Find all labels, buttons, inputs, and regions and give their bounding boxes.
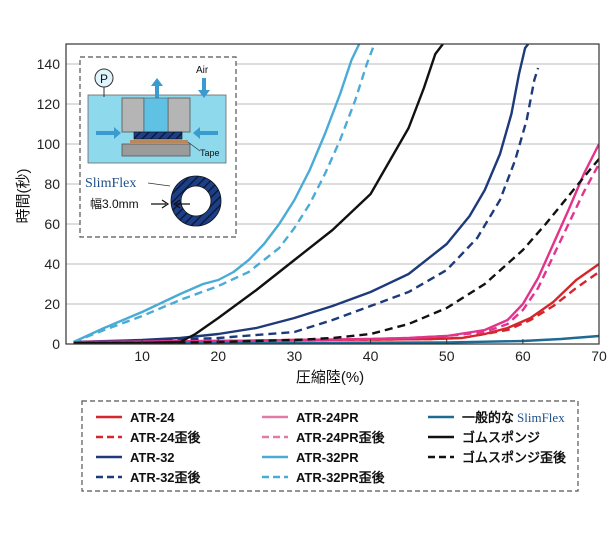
slimflex-logo: SlimFlex xyxy=(85,176,136,191)
series-line-7 xyxy=(73,44,376,344)
vent-arrow-icon xyxy=(151,78,163,100)
tape-strip xyxy=(130,140,188,143)
plot-frame xyxy=(65,43,600,345)
legend-frame xyxy=(81,400,579,492)
legend-label-6: ATR-32 xyxy=(130,450,175,465)
left-block xyxy=(121,97,145,133)
right-block xyxy=(167,97,191,133)
x-tick-label-10: 10 xyxy=(134,348,150,364)
air-label: Air xyxy=(196,65,209,76)
series-line-10 xyxy=(73,157,599,344)
legend-label-3: ATR-24歪後 xyxy=(130,430,202,445)
legend-label-10: ATR-32PR歪後 xyxy=(296,470,386,485)
legend-label-8: ゴムスポンジ歪後 xyxy=(462,450,567,465)
gasket-ring-hole xyxy=(180,185,212,217)
x-axis-title: 圧縮陸(%) xyxy=(296,369,364,386)
tape-label: Tape xyxy=(200,148,220,158)
y-tick-label-140: 140 xyxy=(37,56,61,72)
legend-label-7: ATR-32PR xyxy=(296,450,359,465)
y-tick-label-100: 100 xyxy=(37,136,61,152)
right-flow-arrow-icon xyxy=(193,127,218,139)
x-tick-label-60: 60 xyxy=(515,348,531,364)
series-line-2 xyxy=(73,44,530,344)
series-layer xyxy=(73,44,599,344)
axis-ticks: 0 20 40 60 80 100 120 140 10 20 30 40 50 60 70 xyxy=(37,56,607,364)
base-plate xyxy=(121,143,191,157)
inset-diagram: P Air Tape SlimFlex 幅3.0mm xyxy=(79,56,237,238)
x-tick-label-30: 30 xyxy=(287,348,303,364)
center-channel xyxy=(143,97,169,133)
y-tick-label-80: 80 xyxy=(44,176,60,192)
y-axis-title: 時間(秒) xyxy=(15,169,32,224)
pressure-gauge-label: P xyxy=(100,72,108,86)
left-flow-arrow-icon xyxy=(96,127,121,139)
y-tick-label-20: 20 xyxy=(44,296,60,312)
legend-label-2: 一般的な SlimFlex xyxy=(462,410,565,425)
tape-leader xyxy=(187,141,201,152)
legend: ATR-24 ATR-24PR 一般的な SlimFlex ATR-24歪後 ATR-24… xyxy=(81,400,579,492)
legend-label-5: ゴムスポンジ xyxy=(462,430,540,445)
width-arrow-in-icon xyxy=(151,199,170,209)
legend-label-0: ATR-24 xyxy=(130,410,175,425)
x-tick-label-50: 50 xyxy=(439,348,455,364)
y-tick-label-120: 120 xyxy=(37,96,61,112)
series-line-0 xyxy=(73,263,599,344)
x-tick-label-70: 70 xyxy=(591,348,607,364)
legend-label-4: ATR-24PR歪後 xyxy=(296,430,386,445)
y-tick-label-60: 60 xyxy=(44,216,60,232)
series-line-6 xyxy=(73,44,361,344)
y-tick-label-40: 40 xyxy=(44,256,60,272)
width-arrow-out-icon xyxy=(172,199,190,209)
logo-leader xyxy=(147,182,171,187)
legend-label-1: ATR-24PR xyxy=(296,410,359,425)
y-tick-label-0: 0 xyxy=(52,336,60,352)
x-tick-label-20: 20 xyxy=(210,348,226,364)
gasket-sample xyxy=(133,131,183,140)
air-arrow-icon xyxy=(198,78,210,98)
series-line-3 xyxy=(73,67,540,344)
width-label: 幅3.0mm xyxy=(90,196,139,211)
legend-brand-suffix: SlimFlex xyxy=(517,410,565,425)
x-tick-label-40: 40 xyxy=(363,348,379,364)
legend-label-9: ATR-32歪後 xyxy=(130,470,202,485)
